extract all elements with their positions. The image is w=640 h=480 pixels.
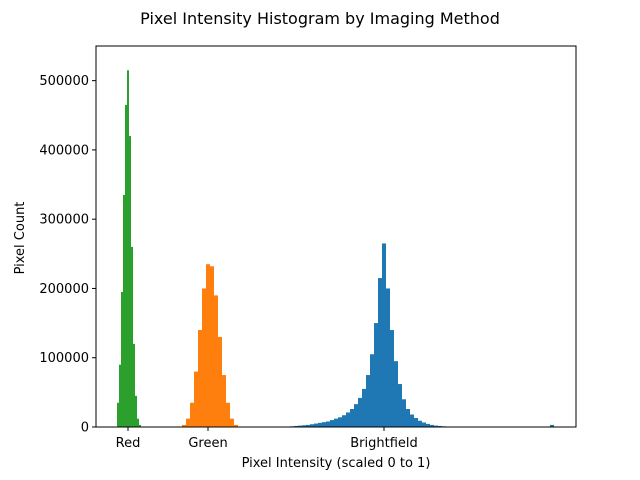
bar-s0-b18 [362, 388, 366, 427]
bar-s0-b39 [550, 424, 554, 427]
bar-s0-b21 [374, 323, 378, 427]
bar-s0-b10 [330, 420, 334, 427]
bar-s0-b15 [350, 408, 354, 427]
bar-s0-b1 [294, 425, 298, 427]
bar-s2-b8 [133, 343, 135, 427]
bar-s0-b6 [314, 423, 318, 427]
bar-s0-b37 [438, 425, 442, 427]
bar-s1-b7 [210, 266, 214, 427]
y-tick-label-2: 200000 [39, 282, 89, 297]
bar-s0-b14 [346, 412, 350, 427]
bar-s1-b13 [234, 424, 238, 427]
bar-s0-b33 [422, 422, 426, 427]
bar-s1-b11 [226, 402, 230, 427]
bar-s0-b36 [434, 425, 438, 427]
bar-s0-b35 [430, 424, 434, 427]
bar-s0-b4 [306, 424, 310, 427]
bar-s0-b32 [418, 420, 422, 427]
bar-s0-b34 [426, 423, 430, 427]
bar-s2-b5 [127, 70, 129, 427]
bar-s0-b9 [326, 421, 330, 427]
bar-s0-b2 [298, 425, 302, 427]
bar-s2-b2 [121, 291, 123, 427]
y-tick-label-1: 100000 [39, 351, 89, 366]
bar-s0-b19 [366, 375, 370, 427]
bar-s2-b6 [129, 136, 131, 427]
x-tick-label-0: Red [116, 436, 141, 451]
bar-s0-b20 [370, 354, 374, 427]
bar-s0-b26 [394, 361, 398, 427]
bar-s1-b4 [198, 330, 202, 427]
bar-s1-b8 [214, 295, 218, 427]
bar-s0-b29 [406, 408, 410, 427]
bar-s1-b6 [206, 264, 210, 427]
bar-s1-b12 [230, 418, 234, 427]
bar-s2-b11 [139, 424, 141, 427]
bar-s2-b9 [135, 395, 137, 427]
y-tick-label-4: 400000 [39, 143, 89, 158]
chart-title: Pixel Intensity Histogram by Imaging Met… [140, 9, 500, 28]
bar-s0-b13 [342, 415, 346, 427]
bar-s1-b0 [182, 424, 186, 427]
bar-s0-b30 [410, 414, 414, 427]
x-tick-label-1: Green [188, 436, 227, 451]
bar-s2-b3 [123, 194, 125, 427]
bar-s2-b0 [117, 402, 119, 427]
bar-s0-b28 [402, 399, 406, 427]
bar-s1-b10 [222, 375, 226, 427]
y-tick-label-5: 500000 [39, 74, 89, 89]
bar-s0-b27 [398, 384, 402, 427]
bar-s0-b5 [310, 424, 314, 427]
bar-s0-b31 [414, 417, 418, 427]
histogram-bars [117, 70, 554, 427]
y-tick-label-3: 300000 [39, 213, 89, 228]
bar-s2-b1 [119, 364, 121, 427]
bar-s0-b8 [322, 422, 326, 427]
bar-s1-b5 [202, 288, 206, 427]
bar-s0-b25 [390, 330, 394, 427]
bar-s1-b3 [194, 371, 198, 427]
plot-frame [95, 45, 577, 428]
x-axis: Red Green Brightfield [116, 427, 418, 451]
x-axis-label: Pixel Intensity (scaled 0 to 1) [242, 456, 431, 471]
bar-s0-b23 [382, 243, 386, 427]
bar-s2-b7 [131, 246, 133, 427]
bar-s1-b9 [218, 336, 222, 427]
bar-s0-b22 [378, 278, 382, 427]
bar-s2-b10 [137, 418, 139, 427]
y-tick-label-0: 0 [81, 421, 89, 436]
bar-s2-b4 [125, 104, 127, 427]
y-axis: 0 100000 200000 300000 400000 500000 [39, 74, 96, 436]
bar-s0-b3 [302, 425, 306, 427]
bar-s0-b17 [358, 397, 362, 427]
bar-s1-b1 [186, 418, 190, 427]
y-axis-label: Pixel Count [13, 202, 28, 275]
bar-s0-b7 [318, 422, 322, 427]
bar-s0-b16 [354, 404, 358, 427]
bar-s1-b2 [190, 402, 194, 427]
bar-s0-b11 [334, 418, 338, 427]
x-tick-label-2: Brightfield [350, 436, 418, 451]
bar-s0-b24 [386, 288, 390, 427]
bar-s0-b12 [338, 417, 342, 427]
